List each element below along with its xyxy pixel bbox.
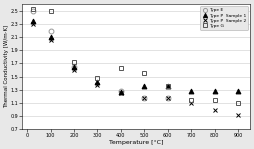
Legend: Type E, Type P  Sample 1, Type P  Sample 2, Type G: Type E, Type P Sample 1, Type P Sample 2… (200, 6, 248, 30)
X-axis label: Temperature [°C]: Temperature [°C] (109, 140, 163, 145)
Y-axis label: Thermal Conductivity [W/m·K]: Thermal Conductivity [W/m·K] (4, 25, 9, 108)
